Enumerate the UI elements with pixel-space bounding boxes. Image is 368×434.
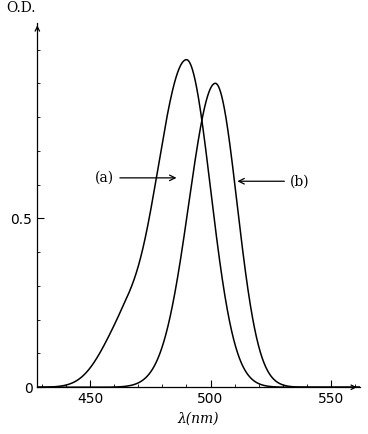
Text: (a): (a): [95, 171, 175, 185]
X-axis label: λ(nm): λ(nm): [178, 412, 219, 426]
Y-axis label: O.D.: O.D.: [7, 1, 36, 15]
Text: (b): (b): [239, 174, 309, 188]
